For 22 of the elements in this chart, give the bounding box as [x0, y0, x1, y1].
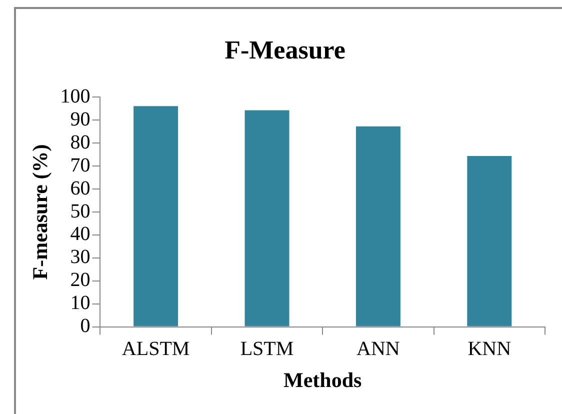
x-tick-label: ANN	[356, 338, 400, 360]
bar	[134, 106, 178, 326]
x-axis-title: Methods	[284, 368, 362, 392]
y-tick-label: 80	[70, 131, 90, 154]
y-tick-label: 30	[70, 246, 90, 268]
y-tick-label: 70	[70, 154, 90, 176]
y-tick-label: 10	[70, 292, 90, 314]
y-tick-label: 60	[70, 177, 90, 200]
y-tick-label: 40	[70, 223, 90, 246]
bar	[467, 156, 512, 326]
chart-title: F-Measure	[224, 35, 346, 64]
y-tick-label: 0	[80, 315, 90, 338]
y-tick-label: 90	[70, 108, 90, 130]
x-tick-label: LSTM	[240, 338, 294, 360]
y-tick-label: 50	[70, 200, 90, 222]
y-tick-label: 20	[70, 269, 90, 292]
x-tick-label: ALSTM	[122, 338, 190, 360]
x-tick-label: KNN	[468, 338, 512, 360]
y-tick-label: 100	[60, 85, 90, 108]
bar	[244, 110, 290, 326]
y-axis-title: F-measure (%)	[28, 144, 52, 280]
bar	[356, 126, 400, 326]
